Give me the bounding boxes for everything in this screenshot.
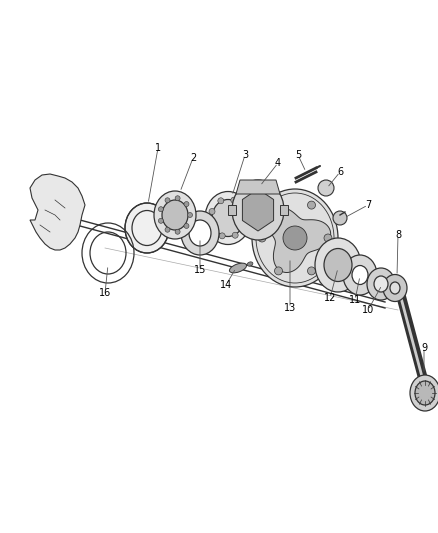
Circle shape — [165, 227, 170, 232]
Ellipse shape — [343, 255, 377, 295]
Ellipse shape — [247, 262, 253, 266]
Circle shape — [307, 267, 315, 275]
Polygon shape — [228, 205, 236, 215]
Ellipse shape — [232, 180, 284, 240]
Ellipse shape — [189, 220, 211, 246]
Ellipse shape — [252, 189, 338, 287]
Ellipse shape — [410, 375, 438, 411]
Text: 16: 16 — [99, 288, 111, 298]
Ellipse shape — [415, 381, 435, 405]
Text: 8: 8 — [395, 230, 401, 240]
Ellipse shape — [181, 211, 219, 255]
Circle shape — [165, 198, 170, 203]
Circle shape — [318, 180, 334, 196]
Text: 6: 6 — [337, 167, 343, 177]
Text: 5: 5 — [295, 150, 301, 160]
Ellipse shape — [212, 199, 244, 237]
Text: 15: 15 — [194, 265, 206, 275]
Circle shape — [241, 222, 247, 228]
Circle shape — [159, 207, 163, 212]
Circle shape — [219, 233, 225, 239]
Circle shape — [283, 226, 307, 250]
Circle shape — [184, 223, 189, 229]
Polygon shape — [280, 205, 288, 215]
Circle shape — [187, 213, 192, 217]
Text: 11: 11 — [349, 295, 361, 305]
Circle shape — [258, 234, 266, 242]
Circle shape — [240, 207, 247, 213]
Circle shape — [218, 198, 224, 204]
Text: 10: 10 — [362, 305, 374, 315]
Circle shape — [333, 211, 347, 225]
Ellipse shape — [390, 282, 400, 294]
Circle shape — [210, 223, 215, 229]
Ellipse shape — [154, 191, 196, 239]
Circle shape — [275, 201, 283, 209]
Text: 14: 14 — [220, 280, 232, 290]
Text: 13: 13 — [284, 303, 296, 313]
Text: 2: 2 — [190, 153, 196, 163]
Circle shape — [209, 208, 215, 214]
Ellipse shape — [315, 238, 361, 292]
Circle shape — [184, 201, 189, 207]
Circle shape — [231, 197, 237, 203]
Text: 7: 7 — [365, 200, 371, 210]
Ellipse shape — [383, 274, 407, 302]
Polygon shape — [236, 180, 280, 194]
Circle shape — [307, 201, 315, 209]
Ellipse shape — [352, 265, 368, 285]
Text: 1: 1 — [155, 143, 161, 153]
Circle shape — [175, 229, 180, 234]
Ellipse shape — [125, 203, 169, 253]
Circle shape — [159, 219, 163, 223]
Text: 9: 9 — [421, 343, 427, 353]
Circle shape — [175, 196, 180, 201]
Ellipse shape — [162, 200, 188, 230]
Text: 3: 3 — [242, 150, 248, 160]
Ellipse shape — [367, 268, 395, 300]
Ellipse shape — [374, 276, 388, 292]
Ellipse shape — [230, 263, 247, 273]
Circle shape — [324, 234, 332, 242]
Circle shape — [275, 267, 283, 275]
Polygon shape — [267, 207, 331, 272]
Circle shape — [232, 232, 238, 238]
Ellipse shape — [324, 248, 352, 281]
Text: 4: 4 — [275, 158, 281, 168]
Polygon shape — [242, 189, 274, 231]
Polygon shape — [30, 174, 85, 250]
Ellipse shape — [205, 191, 251, 245]
Text: 12: 12 — [324, 293, 336, 303]
